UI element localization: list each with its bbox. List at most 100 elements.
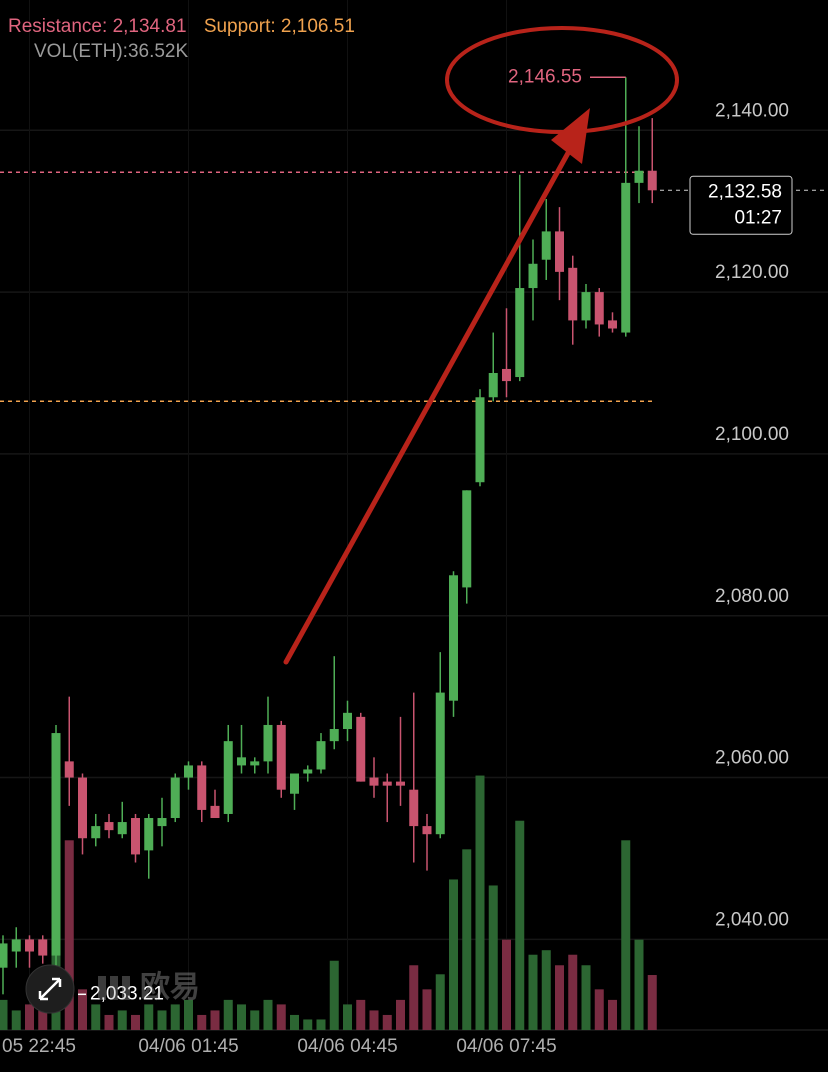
candle-body <box>568 267 578 321</box>
volume-bar <box>276 1004 286 1030</box>
volume-bar <box>223 999 233 1030</box>
volume-bar <box>621 840 631 1030</box>
candle-body <box>290 773 299 794</box>
volume-bar <box>647 975 657 1030</box>
annotation-arrowhead <box>551 108 590 164</box>
y-tick-label: 2,080.00 <box>715 586 789 607</box>
header-indicators: Resistance: 2,134.81 Support: 2,106.51 <box>8 16 355 37</box>
volume-bar <box>0 999 8 1030</box>
candle-body <box>435 692 445 835</box>
volume-bar <box>581 965 591 1030</box>
volume-bar <box>250 1010 260 1030</box>
volume-bar <box>263 999 273 1030</box>
expand-icon <box>38 977 62 1001</box>
volume-bar <box>634 939 644 1030</box>
volume-bar <box>157 1010 167 1030</box>
candle-body <box>594 292 604 325</box>
candle-body <box>329 729 339 742</box>
candle-body <box>197 765 207 810</box>
volume-bar <box>197 1014 207 1030</box>
x-tick-label: 04/06 04:45 <box>297 1036 397 1057</box>
volume-bar <box>329 960 339 1030</box>
candle-body <box>449 575 458 701</box>
candle-body <box>303 769 313 774</box>
watermark-text: 欧易 <box>140 971 200 1004</box>
volume-bar <box>343 1004 352 1030</box>
candle-body <box>581 292 591 321</box>
volume-bar <box>528 954 538 1030</box>
x-tick-label: 05 22:45 <box>2 1036 76 1057</box>
volume-bar <box>78 989 87 1030</box>
volume-bar <box>594 989 604 1030</box>
volume-bar <box>396 999 405 1030</box>
candle-body <box>0 943 8 968</box>
candle-body <box>409 789 419 827</box>
volume-bar <box>117 1010 127 1030</box>
candle-body <box>157 818 167 827</box>
volume-bar <box>475 775 485 1030</box>
volume-value: 36.52K <box>128 41 189 62</box>
price-tag-value: 2,132.58 <box>708 181 782 202</box>
watermark: 欧易 <box>98 971 200 1004</box>
volume-bar <box>170 1004 180 1030</box>
volume-name: VOL(ETH): <box>34 41 128 62</box>
candle-body <box>210 805 220 819</box>
volume-bar <box>104 1014 114 1030</box>
x-tick-label: 04/06 01:45 <box>138 1036 238 1057</box>
candle-body <box>541 231 551 260</box>
candle-body <box>144 818 154 851</box>
volume-bar <box>369 1010 379 1030</box>
candle-body <box>396 781 405 786</box>
resistance-name: Resistance: <box>8 16 107 37</box>
candle-body <box>422 826 432 835</box>
candle-body <box>276 724 286 790</box>
candle-body <box>555 231 564 272</box>
y-tick-label: 2,140.00 <box>715 100 789 121</box>
candle-body <box>634 170 644 183</box>
logo-bar <box>110 976 118 1000</box>
candle-body <box>621 182 631 333</box>
candle-body <box>528 263 538 289</box>
candle-body <box>369 777 379 786</box>
candle-body <box>515 288 525 378</box>
candle-layer <box>0 77 657 995</box>
support-value: 2,106.51 <box>281 16 355 37</box>
volume-bar <box>356 999 366 1030</box>
low-marker-label: 2,033.21 <box>90 983 164 1004</box>
volume-bar <box>382 1014 392 1030</box>
volume-bar <box>502 939 511 1030</box>
volume-bar <box>131 1014 140 1030</box>
label-layer: 2,140.00 2,120.00 2,100.00 2,080.00 2,060.00… <box>2 66 828 1057</box>
volume-bar <box>38 999 48 1030</box>
logo-bar <box>122 976 130 1000</box>
x-tick-label: 04/06 07:45 <box>456 1036 556 1057</box>
volume-info: VOL(ETH):36.52K <box>34 41 188 62</box>
volume-bar <box>11 1010 21 1030</box>
volume-bar <box>541 950 551 1030</box>
volume-bar <box>568 954 578 1030</box>
volume-bar <box>409 965 419 1030</box>
candle-body <box>104 822 114 831</box>
candle-body <box>51 733 61 956</box>
volume-bar <box>210 1010 220 1030</box>
volume-bar <box>303 1019 313 1030</box>
candle-body <box>131 818 140 855</box>
volume-bar <box>184 999 193 1030</box>
volume-bar <box>608 999 617 1030</box>
candle-body <box>91 826 101 839</box>
volume-bar <box>555 965 564 1030</box>
y-tick-label: 2,060.00 <box>715 748 789 769</box>
volume-bar <box>237 1004 246 1030</box>
volume-bar <box>91 1004 101 1030</box>
candle-body <box>223 741 233 814</box>
y-tick-label: 2,120.00 <box>715 262 789 283</box>
candle-body <box>316 741 326 770</box>
volume-bar <box>435 974 445 1030</box>
candle-body <box>78 777 87 839</box>
candle-body <box>250 761 260 766</box>
volume-bar <box>144 1004 154 1030</box>
volume-bar <box>422 989 432 1030</box>
annotation-arrow <box>283 132 581 665</box>
